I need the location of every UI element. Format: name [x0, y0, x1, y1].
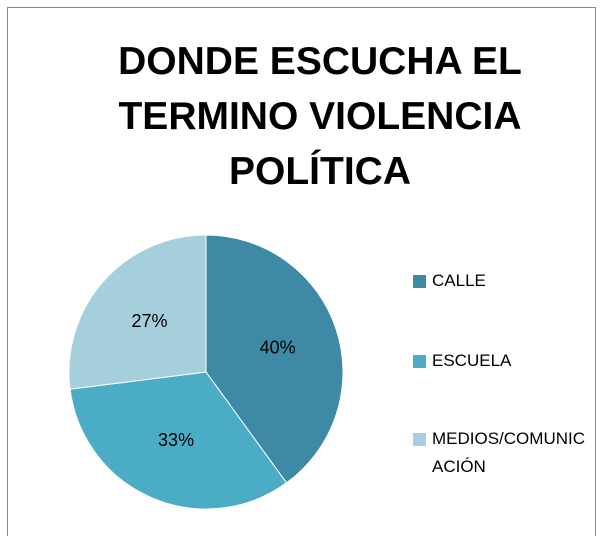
chart-title: DONDE ESCUCHA EL TERMINO VIOLENCIA POLÍT… [118, 40, 522, 193]
data-label: 27% [131, 311, 167, 331]
legend-label: MEDIOS/COMUNICACIÓN [432, 429, 585, 476]
legend-item: ESCUELA [413, 351, 592, 375]
legend-label: CALLE [432, 271, 486, 290]
data-label: 40% [260, 337, 296, 357]
data-label: 33% [158, 430, 194, 450]
legend-item: MEDIOS/COMUNICACIÓN [413, 429, 592, 481]
legend-label: ESCUELA [432, 351, 512, 370]
pie-slice [68, 234, 207, 390]
legend-swatch [413, 275, 426, 288]
pie-slice [205, 234, 344, 484]
chart-border [7, 7, 596, 536]
legend-swatch [413, 433, 426, 446]
pie-slice [69, 371, 288, 510]
legend-item: CALLE [413, 271, 592, 295]
legend-swatch [413, 355, 426, 368]
